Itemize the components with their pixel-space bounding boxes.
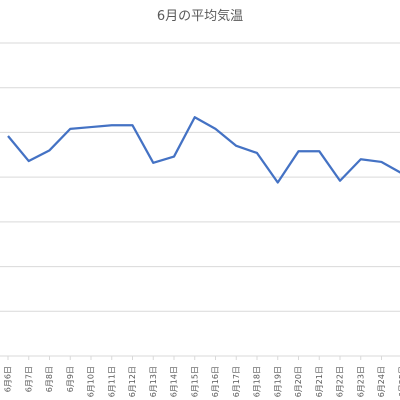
x-tick-label: 6月22日	[336, 366, 345, 397]
x-tick-label: 6月24日	[377, 366, 386, 397]
x-tick-label: 6月16日	[211, 366, 220, 397]
x-tick-label: 6月20日	[294, 366, 303, 397]
x-tick-label: 6月8日	[45, 366, 54, 392]
x-tick-label: 6月23日	[356, 366, 365, 397]
x-tick-label: 6月11日	[107, 366, 116, 397]
x-tick-label: 6月7日	[24, 366, 33, 392]
x-tick-label: 6月6日	[4, 366, 13, 392]
x-tick-label: 6月25日	[398, 366, 400, 397]
line-series	[7, 116, 400, 184]
x-tick-label: 6月12日	[128, 366, 137, 397]
x-tick-label: 6月14日	[170, 366, 179, 397]
x-tick-label: 6月15日	[190, 366, 199, 397]
x-tick-label: 6月13日	[149, 366, 158, 397]
chart-title: 6月の平均気温	[157, 8, 243, 24]
x-tick-label: 6月21日	[315, 366, 324, 397]
x-tick-label: 6月19日	[273, 366, 282, 397]
x-tick-label: 6月18日	[253, 366, 262, 397]
x-tick-label: 6月17日	[232, 366, 241, 397]
x-tick-label: 6月10日	[87, 366, 96, 397]
x-tick-label: 6月9日	[66, 366, 75, 392]
